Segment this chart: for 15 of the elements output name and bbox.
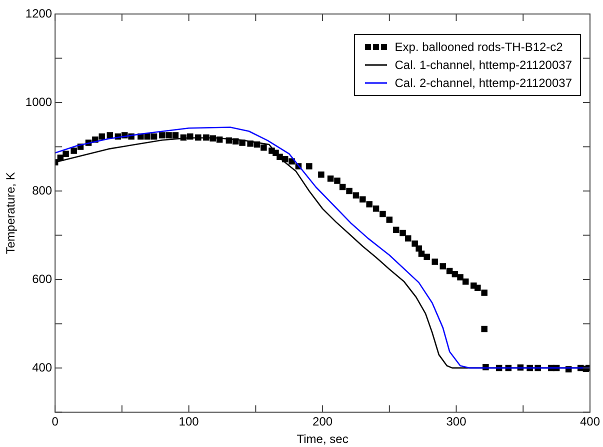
x-tick-label: 300	[446, 414, 467, 429]
legend-label: Exp. ballooned rods-TH-B12-c2	[394, 39, 563, 56]
x-tick-label: 400	[580, 414, 600, 429]
y-tick-label: 1200	[25, 6, 52, 20]
legend-label: Cal. 2-channel, httemp-21120037	[394, 75, 572, 92]
x-tick-label: 100	[178, 414, 200, 429]
y-tick-label: 400	[32, 360, 52, 374]
y-axis-title: Temperature, K	[4, 172, 18, 254]
x-tick-label: 0	[52, 414, 59, 429]
y-tick-label: 800	[32, 183, 52, 198]
x-axis-title: Time, sec	[296, 432, 348, 446]
y-tick-label: 1000	[25, 94, 52, 109]
legend-label: Cal. 1-channel, httemp-21120037	[394, 57, 572, 74]
y-tick-label: 600	[32, 272, 52, 286]
x-tick-label: 200	[312, 414, 333, 429]
